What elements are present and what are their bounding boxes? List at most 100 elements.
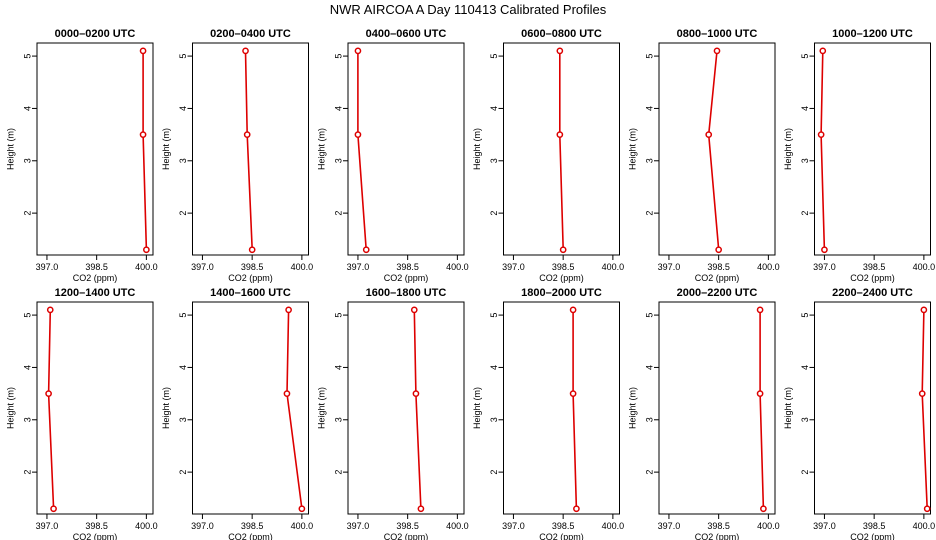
y-tick-label: 3: [644, 158, 654, 163]
panel-title: 1000–1200 UTC: [832, 28, 913, 40]
panel-title: 1600–1800 UTC: [366, 287, 447, 299]
y-tick-label: 2: [644, 470, 654, 475]
plot-frame: [814, 42, 931, 256]
profile-panel: 1600–1800 UTC 397.0 398.5 400.0 CO2 (ppm) 2 3 4…: [316, 287, 468, 540]
plot-frame: [347, 301, 465, 515]
y-tick-label: 5: [489, 54, 499, 59]
y-tick-label: 5: [178, 313, 188, 318]
panel-title: 1200–1400 UTC: [55, 287, 136, 299]
y-tick-label: 2: [489, 470, 499, 475]
y-tick-label: 5: [644, 54, 654, 59]
x-tick-label: 400.0: [602, 521, 625, 531]
data-point: [283, 390, 291, 397]
x-axis-label: CO2 (ppm): [850, 532, 895, 540]
x-tick-label: 398.5: [241, 521, 264, 531]
profile-line: [413, 309, 422, 509]
x-tick-label: 398.5: [707, 262, 730, 272]
x-tick-label: 398.5: [707, 521, 730, 531]
y-tick-label: 3: [333, 417, 343, 422]
x-tick-label: 398.5: [863, 262, 886, 272]
x-tick-label: 400.0: [446, 262, 469, 272]
plot-frame: [503, 301, 620, 515]
data-point: [410, 306, 418, 314]
data-point: [50, 505, 57, 513]
profile-panel: 0800–1000 UTC 397.0 398.5 400.0 CO2 (ppm) 2 3 4…: [627, 28, 779, 283]
y-tick-label: 3: [800, 417, 810, 422]
y-axis-label: Height (m): [5, 387, 15, 429]
x-tick-label: 400.0: [913, 521, 936, 531]
panel-title: 0000–0200 UTC: [55, 28, 136, 40]
x-tick-label: 398.5: [396, 521, 419, 531]
profile-panel: 0000–0200 UTC 397.0 398.5 400.0 CO2 (ppm) 2 3 4…: [5, 28, 157, 283]
y-tick-label: 5: [22, 313, 32, 318]
y-axis-label: Height (m): [627, 387, 637, 429]
data-point: [285, 306, 292, 314]
x-tick-label: 397.0: [658, 521, 681, 531]
chart-main-title: NWR AIRCOA A Day 110413 Calibrated Profi…: [329, 2, 607, 17]
x-tick-label: 397.0: [347, 521, 370, 531]
x-axis-label: CO2 (ppm): [384, 532, 429, 540]
y-tick-label: 4: [178, 106, 188, 111]
y-axis-label: Height (m): [161, 387, 171, 429]
y-axis-label: Height (m): [316, 128, 326, 170]
data-point: [139, 131, 147, 138]
profile-panel: 1800–2000 UTC 397.0 398.5 400.0 CO2 (ppm) 2 3 4…: [472, 287, 624, 540]
data-point: [298, 505, 306, 513]
y-tick-label: 5: [178, 54, 188, 59]
data-point: [412, 390, 420, 397]
y-tick-label: 4: [800, 106, 810, 111]
y-tick-label: 2: [800, 211, 810, 216]
data-point: [923, 505, 931, 513]
y-axis-label: Height (m): [472, 387, 482, 429]
data-point: [713, 47, 721, 55]
data-point: [556, 47, 564, 55]
plot-frame: [814, 301, 931, 515]
x-tick-label: 397.0: [813, 521, 836, 531]
panel-title: 0400–0600 UTC: [366, 28, 447, 40]
x-tick-label: 398.5: [863, 521, 886, 531]
panel-title: 1400–1600 UTC: [210, 287, 291, 299]
y-tick-label: 4: [178, 365, 188, 370]
x-tick-label: 397.0: [36, 262, 59, 272]
y-tick-label: 3: [333, 158, 343, 163]
plot-frame: [192, 301, 309, 515]
plot-frame: [658, 42, 776, 256]
y-tick-label: 2: [178, 211, 188, 216]
y-axis-label: Height (m): [783, 128, 793, 170]
panel-title: 0200–0400 UTC: [210, 28, 291, 40]
plot-frame: [36, 42, 154, 256]
x-axis-label: CO2 (ppm): [384, 273, 429, 283]
plot-frame: [192, 42, 309, 256]
y-tick-label: 5: [333, 313, 343, 318]
data-point: [569, 306, 577, 314]
profile-line: [558, 50, 564, 250]
data-point: [756, 306, 764, 314]
data-point: [243, 131, 251, 138]
profile-line: [142, 50, 148, 250]
panel-title: 1800–2000 UTC: [521, 287, 602, 299]
y-tick-label: 4: [333, 365, 343, 370]
plot-frame: [503, 42, 620, 256]
x-tick-label: 397.0: [191, 262, 214, 272]
data-point: [362, 246, 370, 254]
y-tick-label: 3: [178, 417, 188, 422]
plot-frame: [658, 301, 776, 515]
y-tick-label: 2: [489, 211, 499, 216]
x-axis-label: CO2 (ppm): [850, 273, 895, 283]
data-point: [569, 390, 577, 397]
data-point: [46, 306, 54, 314]
x-axis-label: CO2 (ppm): [228, 273, 273, 283]
x-tick-label: 400.0: [602, 262, 625, 272]
y-tick-label: 3: [489, 417, 499, 422]
x-tick-label: 397.0: [502, 521, 525, 531]
y-tick-label: 5: [644, 313, 654, 318]
profile-line: [357, 50, 367, 250]
profile-panel: 1200–1400 UTC 397.0 398.5 400.0 CO2 (ppm) 2 3 4…: [5, 287, 157, 540]
data-point: [559, 246, 567, 254]
x-axis-label: CO2 (ppm): [539, 273, 584, 283]
profile-line: [921, 309, 928, 509]
x-tick-label: 400.0: [446, 521, 469, 531]
data-point: [45, 390, 52, 397]
x-axis-label: CO2 (ppm): [73, 273, 118, 283]
